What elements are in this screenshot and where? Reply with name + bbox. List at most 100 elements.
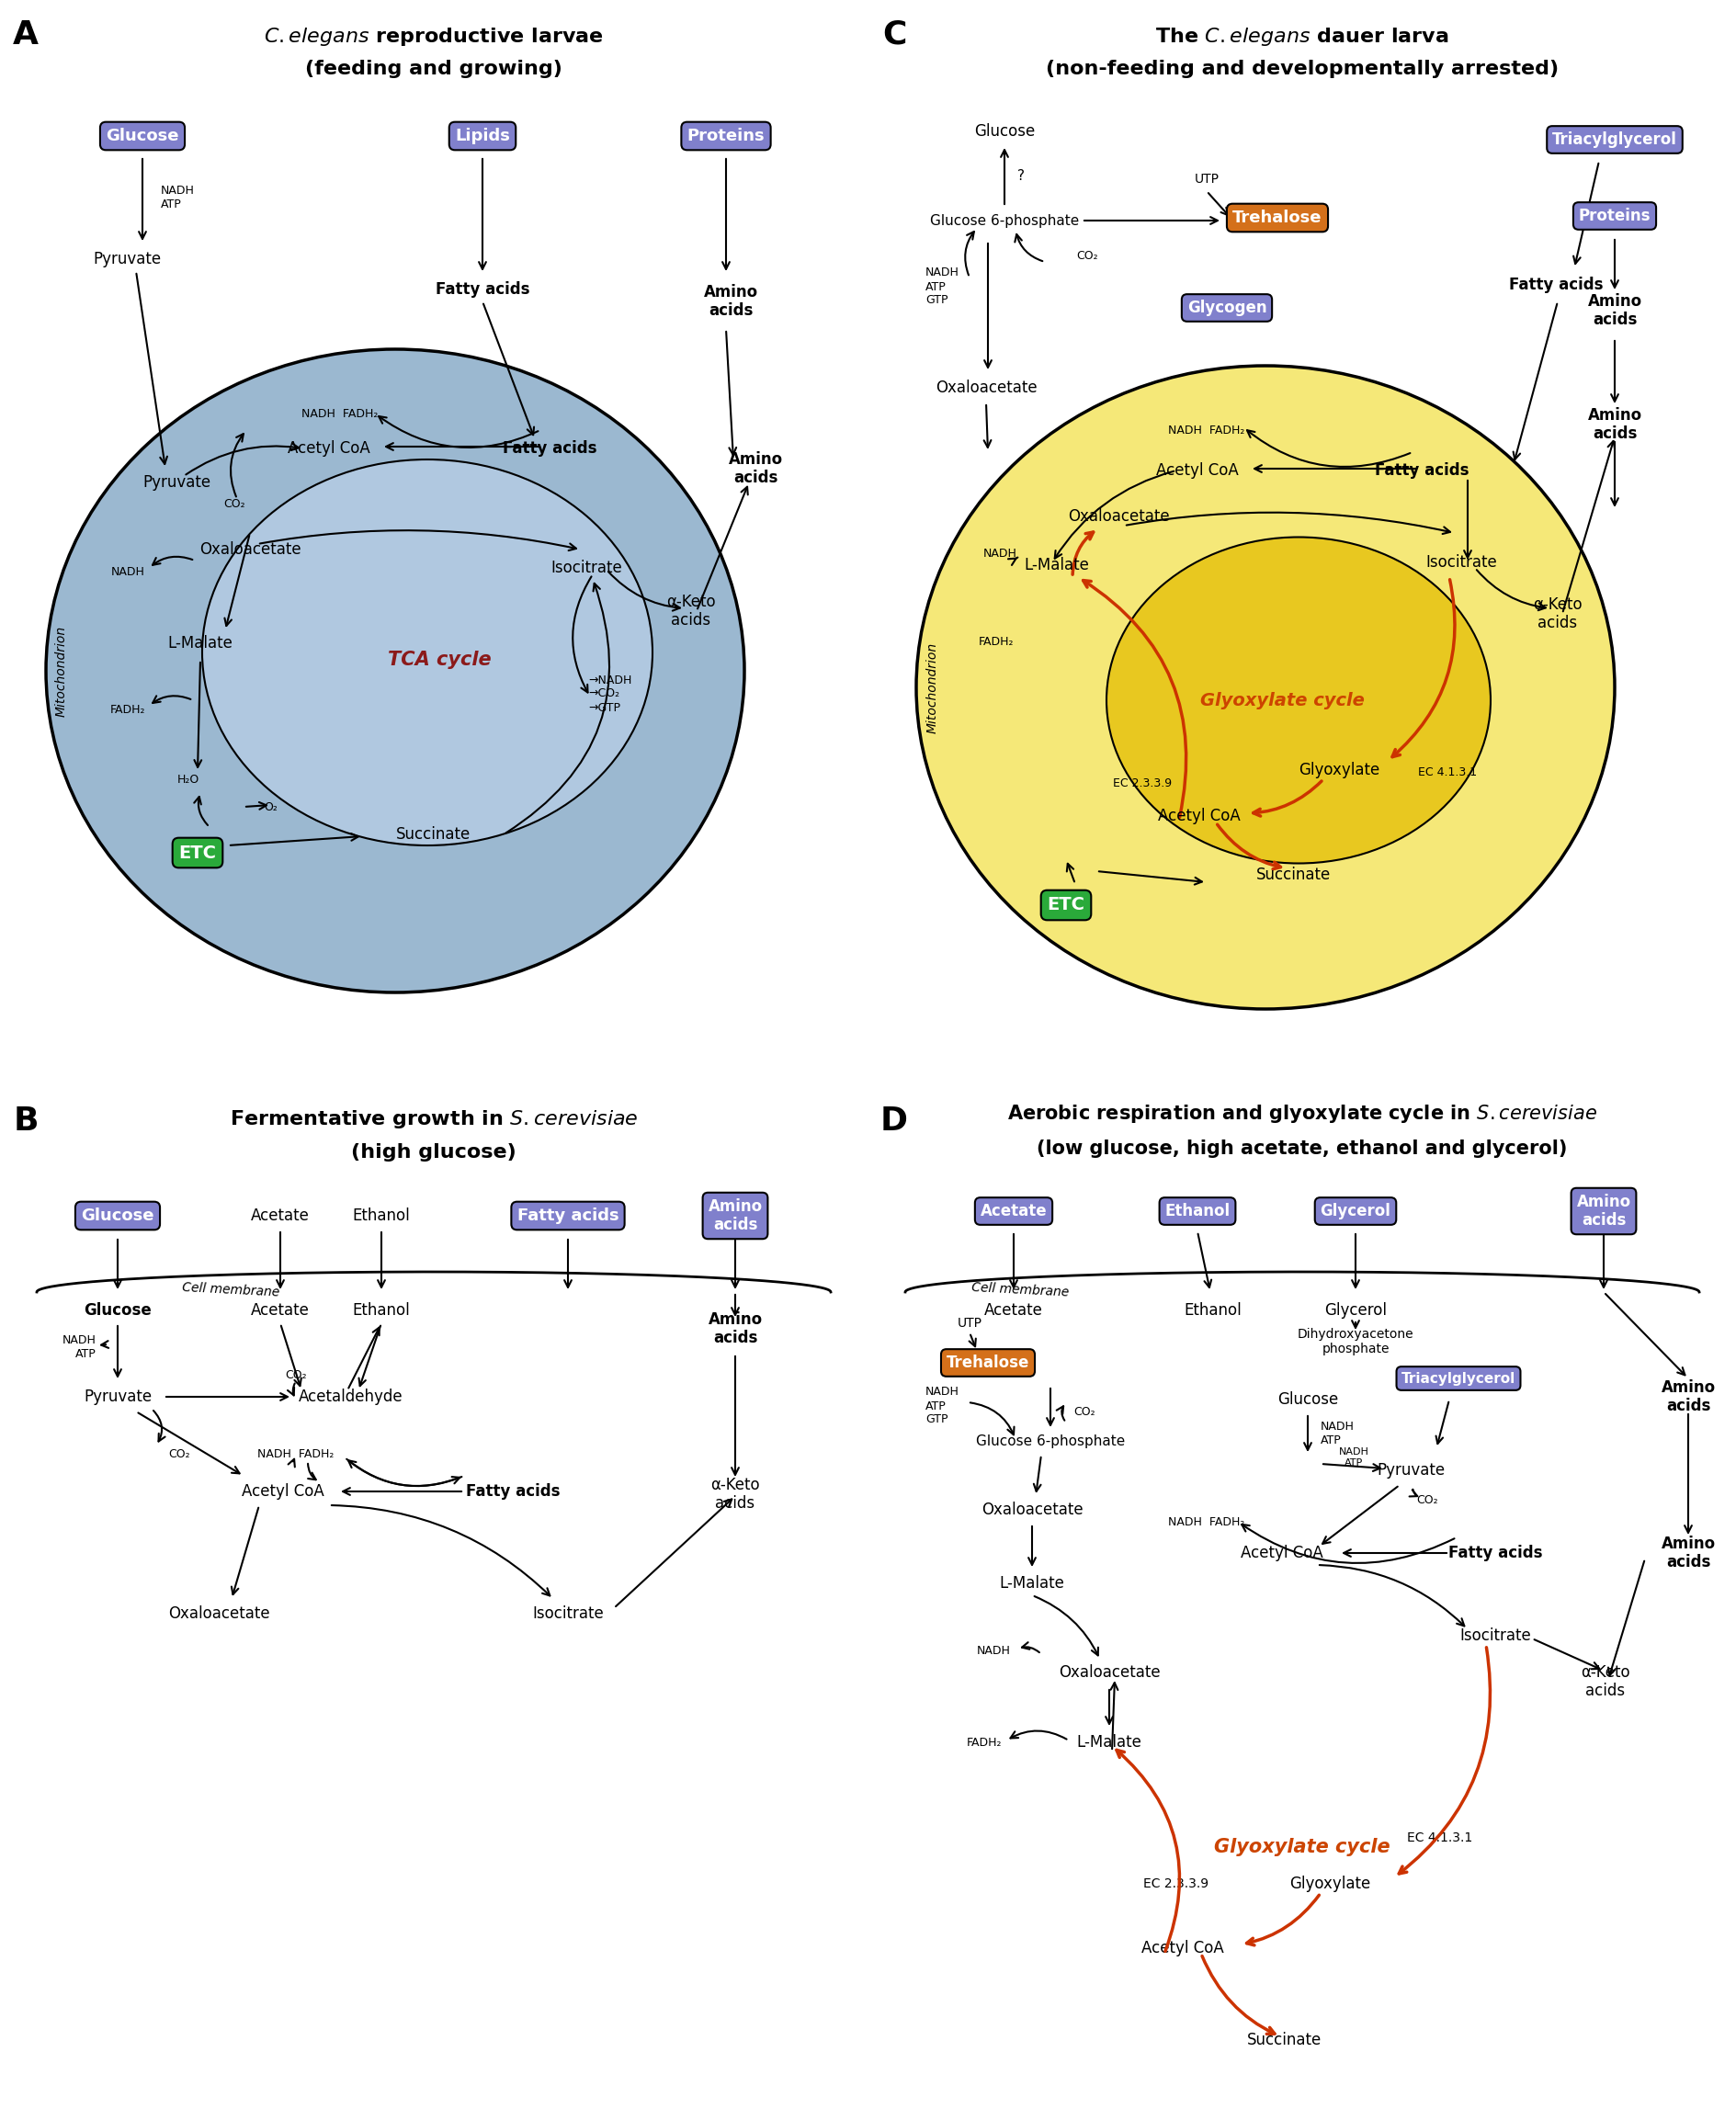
Text: Proteins: Proteins bbox=[1578, 208, 1649, 225]
Text: Glycogen: Glycogen bbox=[1186, 299, 1266, 316]
Text: α-Keto
acids: α-Keto acids bbox=[667, 594, 715, 630]
Text: D: D bbox=[880, 1105, 908, 1136]
Text: Lipids: Lipids bbox=[455, 127, 510, 144]
Text: Ethanol: Ethanol bbox=[1165, 1202, 1229, 1219]
Text: Cell membrane: Cell membrane bbox=[182, 1280, 279, 1300]
Text: Amino
acids: Amino acids bbox=[703, 284, 757, 320]
Text: Proteins: Proteins bbox=[687, 127, 764, 144]
Text: NADH
ATP: NADH ATP bbox=[1319, 1420, 1354, 1446]
Text: Pyruvate: Pyruvate bbox=[142, 475, 210, 490]
Text: B: B bbox=[14, 1105, 38, 1136]
Text: H₂O: H₂O bbox=[177, 774, 200, 784]
Text: Isocitrate: Isocitrate bbox=[531, 1605, 604, 1622]
Text: Glyoxylate: Glyoxylate bbox=[1299, 761, 1378, 778]
Text: Acetyl CoA: Acetyl CoA bbox=[1240, 1545, 1323, 1560]
Text: Fatty acids: Fatty acids bbox=[436, 282, 529, 297]
Text: Mitochondrion: Mitochondrion bbox=[56, 625, 68, 717]
Text: Glycerol: Glycerol bbox=[1323, 1302, 1385, 1319]
Text: NADH  FADH₂: NADH FADH₂ bbox=[257, 1448, 333, 1461]
Text: Trehalose: Trehalose bbox=[946, 1355, 1029, 1372]
Text: Trehalose: Trehalose bbox=[1233, 210, 1321, 227]
Text: Mitochondrion: Mitochondrion bbox=[925, 642, 939, 734]
Text: Aerobic respiration and glyoxylate cycle in $\it{S. cerevisiae}$: Aerobic respiration and glyoxylate cycle… bbox=[1007, 1102, 1597, 1126]
Text: Amino
acids: Amino acids bbox=[1660, 1378, 1715, 1414]
Text: Pyruvate: Pyruvate bbox=[1377, 1463, 1444, 1478]
Text: Dihydroxyacetone
phosphate: Dihydroxyacetone phosphate bbox=[1297, 1327, 1413, 1355]
Text: (non-feeding and developmentally arrested): (non-feeding and developmentally arreste… bbox=[1045, 59, 1557, 78]
Text: α-Keto
acids: α-Keto acids bbox=[1533, 596, 1581, 632]
Text: EC 2.3.3.9: EC 2.3.3.9 bbox=[1142, 1878, 1208, 1891]
Text: FADH₂: FADH₂ bbox=[109, 704, 146, 714]
Text: L-Malate: L-Malate bbox=[1076, 1734, 1141, 1751]
Text: Glyoxylate cycle: Glyoxylate cycle bbox=[1200, 691, 1363, 708]
Text: Amino
acids: Amino acids bbox=[1576, 1194, 1630, 1230]
Ellipse shape bbox=[201, 460, 653, 846]
Text: (low glucose, high acetate, ethanol and glycerol): (low glucose, high acetate, ethanol and … bbox=[1036, 1138, 1566, 1158]
Text: Oxaloacetate: Oxaloacetate bbox=[200, 541, 300, 558]
Text: Triacylglycerol: Triacylglycerol bbox=[1401, 1372, 1516, 1384]
Text: Ethanol: Ethanol bbox=[352, 1208, 410, 1223]
Text: Amino
acids: Amino acids bbox=[708, 1198, 762, 1234]
Text: EC 2.3.3.9: EC 2.3.3.9 bbox=[1113, 776, 1172, 789]
Text: UTP: UTP bbox=[1194, 172, 1219, 187]
Text: Pyruvate: Pyruvate bbox=[83, 1389, 151, 1406]
Text: CO₂: CO₂ bbox=[1415, 1495, 1437, 1507]
Text: Ethanol: Ethanol bbox=[1184, 1302, 1241, 1319]
Text: Acetyl CoA: Acetyl CoA bbox=[1141, 1940, 1224, 1957]
Text: Acetyl CoA: Acetyl CoA bbox=[241, 1484, 325, 1499]
Text: NADH: NADH bbox=[111, 566, 146, 577]
Text: Oxaloacetate: Oxaloacetate bbox=[1068, 509, 1168, 526]
Text: NADH  FADH₂: NADH FADH₂ bbox=[302, 407, 378, 420]
Text: Amino
acids: Amino acids bbox=[708, 1310, 762, 1346]
Text: →NADH
→CO₂
→GTP: →NADH →CO₂ →GTP bbox=[589, 674, 632, 714]
Text: CO₂: CO₂ bbox=[168, 1448, 189, 1461]
Text: Fatty acids: Fatty acids bbox=[502, 441, 597, 456]
Ellipse shape bbox=[45, 350, 745, 992]
Text: EC 4.1.3.1: EC 4.1.3.1 bbox=[1417, 765, 1476, 778]
Text: L-Malate: L-Malate bbox=[998, 1575, 1064, 1592]
Text: α-Keto
acids: α-Keto acids bbox=[710, 1476, 759, 1512]
Text: Succinate: Succinate bbox=[396, 827, 470, 842]
Text: Fermentative growth in $\it{S. cerevisiae}$: Fermentative growth in $\it{S. cerevisia… bbox=[229, 1109, 637, 1130]
Text: Acetate: Acetate bbox=[979, 1202, 1047, 1219]
Text: Oxaloacetate: Oxaloacetate bbox=[1057, 1664, 1160, 1681]
Text: Acetate: Acetate bbox=[250, 1302, 309, 1319]
Text: NADH
ATP
GTP: NADH ATP GTP bbox=[925, 267, 958, 307]
Text: FADH₂: FADH₂ bbox=[965, 1736, 1002, 1749]
Text: Glucose: Glucose bbox=[974, 123, 1035, 140]
Text: Isocitrate: Isocitrate bbox=[550, 560, 621, 577]
Text: Pyruvate: Pyruvate bbox=[92, 250, 161, 267]
Text: Glyoxylate cycle: Glyoxylate cycle bbox=[1213, 1838, 1389, 1857]
Text: FADH₂: FADH₂ bbox=[977, 636, 1014, 647]
Text: Amino
acids: Amino acids bbox=[1587, 407, 1641, 443]
Text: ETC: ETC bbox=[179, 844, 217, 861]
Text: Succinate: Succinate bbox=[1246, 2031, 1321, 2048]
Text: Glucose: Glucose bbox=[82, 1208, 155, 1223]
Text: TCA cycle: TCA cycle bbox=[387, 651, 491, 670]
Text: Oxaloacetate: Oxaloacetate bbox=[168, 1605, 269, 1622]
Text: O₂: O₂ bbox=[264, 801, 278, 812]
Text: Acetyl CoA: Acetyl CoA bbox=[1158, 808, 1240, 825]
Text: NADH  FADH₂: NADH FADH₂ bbox=[1168, 1516, 1245, 1529]
Text: Glycerol: Glycerol bbox=[1319, 1202, 1391, 1219]
Ellipse shape bbox=[1106, 536, 1489, 863]
Text: Amino
acids: Amino acids bbox=[1587, 293, 1641, 329]
Text: Fatty acids: Fatty acids bbox=[1448, 1545, 1542, 1560]
Text: ETC: ETC bbox=[1047, 897, 1085, 914]
Text: Fatty acids: Fatty acids bbox=[1373, 462, 1469, 479]
Text: A: A bbox=[12, 19, 38, 51]
Text: Glucose: Glucose bbox=[83, 1302, 151, 1319]
Text: Fatty acids: Fatty acids bbox=[1509, 276, 1602, 293]
Text: Oxaloacetate: Oxaloacetate bbox=[934, 379, 1036, 396]
Text: Amino
acids: Amino acids bbox=[727, 452, 783, 485]
Text: CO₂: CO₂ bbox=[1076, 250, 1097, 261]
Text: Acetaldehyde: Acetaldehyde bbox=[299, 1389, 403, 1406]
Text: CO₂: CO₂ bbox=[285, 1370, 307, 1380]
Text: Cell membrane: Cell membrane bbox=[970, 1280, 1069, 1300]
Text: Fatty acids: Fatty acids bbox=[517, 1208, 618, 1223]
Text: NADH  FADH₂: NADH FADH₂ bbox=[1168, 424, 1245, 437]
Text: Acetyl CoA: Acetyl CoA bbox=[1156, 462, 1238, 479]
Text: CO₂: CO₂ bbox=[224, 498, 245, 509]
Text: NADH: NADH bbox=[976, 1645, 1010, 1656]
Text: L-Malate: L-Malate bbox=[1024, 558, 1088, 572]
